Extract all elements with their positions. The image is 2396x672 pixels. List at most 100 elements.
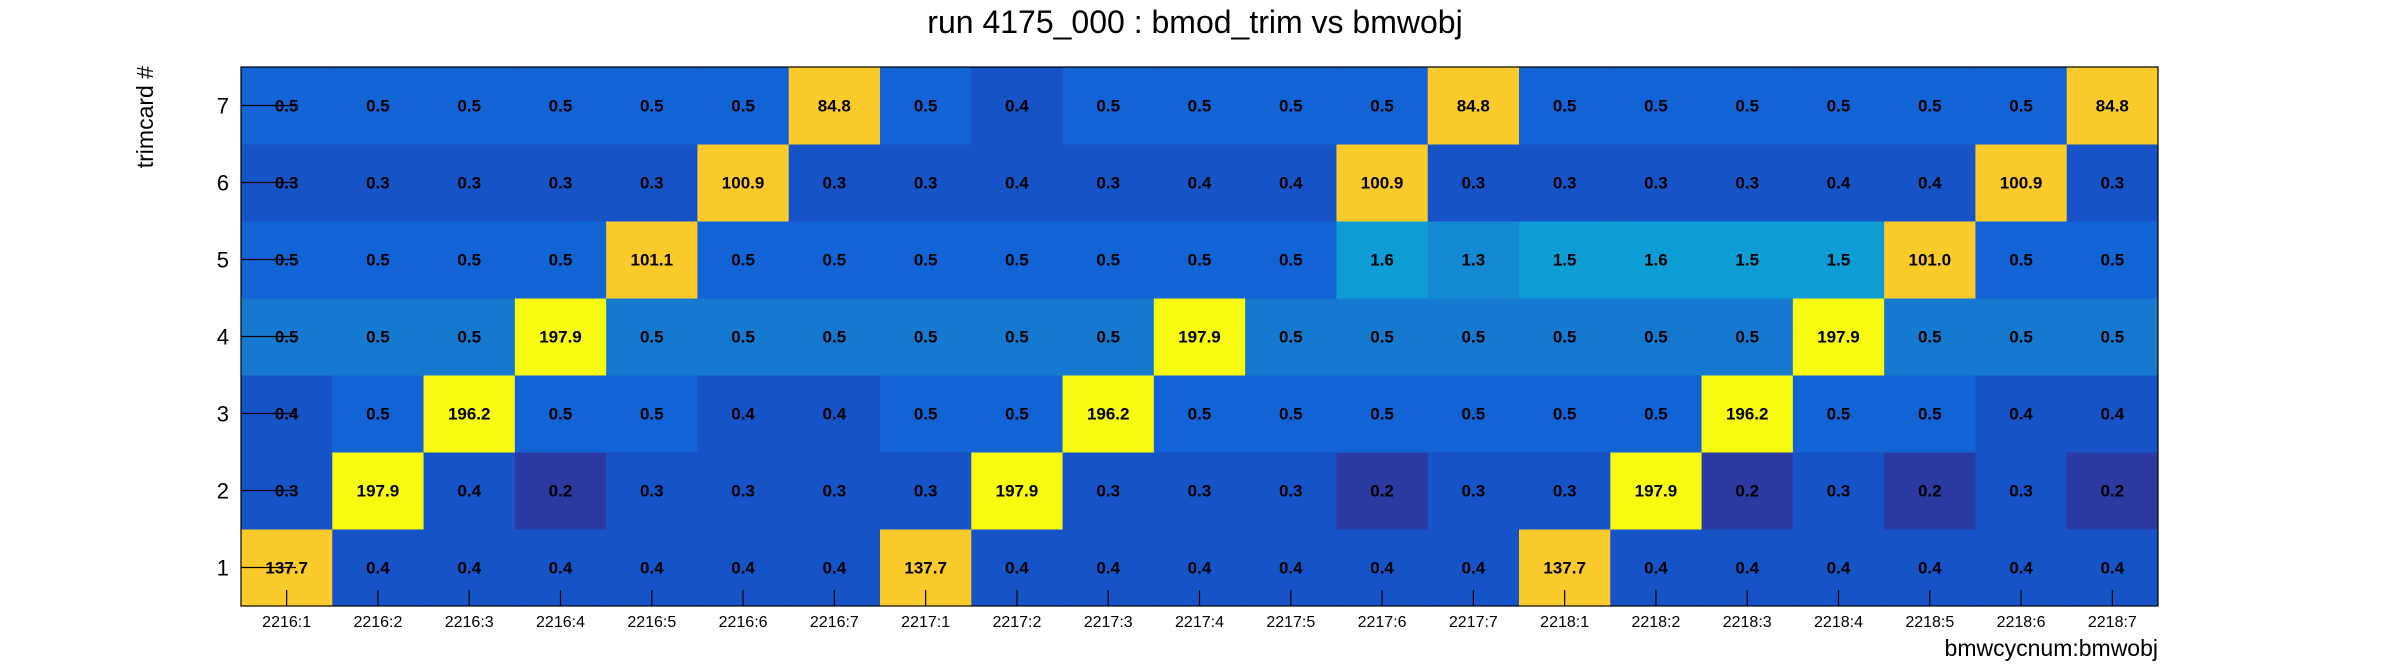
- heatmap-cell: [1701, 452, 1794, 530]
- heatmap-cell: [971, 221, 1064, 299]
- y-tick-label: 3: [217, 402, 229, 427]
- heatmap-cell: [1245, 67, 1337, 145]
- heatmap-cell: [1062, 375, 1155, 453]
- heatmap-cell: [1975, 67, 2068, 145]
- cell-value-label: 1.5: [1827, 251, 1851, 270]
- cell-value-label: 0.5: [1370, 405, 1394, 424]
- cell-value-label: 0.5: [1279, 251, 1303, 270]
- x-tick-label: 2218:5: [1905, 614, 1954, 631]
- heatmap-cell: [1519, 452, 1611, 530]
- heatmap-cell: [1336, 298, 1429, 376]
- cell-value-label: 0.5: [2101, 328, 2125, 347]
- heatmap-cell: [332, 452, 425, 530]
- cell-value-label: 0.5: [1827, 405, 1851, 424]
- heatmap-cell: [423, 67, 516, 145]
- heatmap-cell: [1792, 221, 1885, 299]
- cell-value-label: 0.5: [366, 405, 390, 424]
- cell-value-label: 0.3: [1279, 482, 1303, 501]
- heatmap-cell: [423, 375, 516, 453]
- cell-value-label: 0.4: [457, 559, 481, 578]
- cell-value-label: 0.3: [1462, 174, 1486, 193]
- heatmap-cell: [971, 298, 1064, 376]
- cell-value-label: 0.3: [2101, 174, 2125, 193]
- heatmap-cell: [1701, 67, 1794, 145]
- cell-value-label: 0.5: [1096, 97, 1120, 116]
- heatmap-cell: [1336, 221, 1429, 299]
- heatmap-cell: [2066, 144, 2159, 222]
- cell-value-label: 0.3: [823, 174, 847, 193]
- cell-value-label: 0.2: [1918, 482, 1942, 501]
- heatmap-cell: [1336, 375, 1429, 453]
- heatmap-cell: [1792, 67, 1885, 145]
- cell-value-label: 0.5: [1553, 405, 1577, 424]
- cell-value-label: 0.5: [731, 251, 755, 270]
- heatmap-cell: [1427, 221, 1520, 299]
- cell-value-label: 137.7: [1543, 559, 1586, 578]
- heatmap-cell: [880, 144, 972, 222]
- cell-value-label: 0.4: [2009, 405, 2033, 424]
- cell-value-label: 0.2: [1735, 482, 1759, 501]
- cell-value-label: 0.4: [1735, 559, 1759, 578]
- cell-value-label: 0.5: [1462, 405, 1486, 424]
- cell-value-label: 0.3: [1553, 174, 1577, 193]
- cell-value-label: 0.5: [823, 251, 847, 270]
- heatmap-cell: [1884, 452, 1976, 530]
- cell-value-label: 0.5: [640, 405, 664, 424]
- heatmap-cell: [1062, 452, 1155, 530]
- heatmap-cell: [1245, 452, 1337, 530]
- cell-value-label: 0.5: [1279, 405, 1303, 424]
- heatmap-cell: [880, 221, 972, 299]
- heatmap-cell: [788, 67, 881, 145]
- cell-value-label: 0.5: [914, 328, 938, 347]
- cell-value-label: 84.8: [2096, 97, 2129, 116]
- cell-value-label: 0.5: [1462, 328, 1486, 347]
- cell-value-label: 0.5: [1644, 328, 1668, 347]
- cell-value-label: 0.3: [914, 174, 938, 193]
- cell-value-label: 197.9: [1178, 328, 1221, 347]
- cell-value-label: 0.4: [1279, 559, 1303, 578]
- heatmap-cell: [1519, 67, 1611, 145]
- cell-value-label: 0.3: [1827, 482, 1851, 501]
- cell-value-label: 0.3: [823, 482, 847, 501]
- cell-value-label: 0.4: [1827, 559, 1851, 578]
- cell-value-label: 1.6: [1644, 251, 1668, 270]
- heatmap-cell: [1792, 298, 1885, 376]
- cell-value-label: 0.4: [1918, 174, 1942, 193]
- cell-value-label: 0.4: [1918, 559, 1942, 578]
- heatmap-cell: [423, 452, 516, 530]
- heatmap-cell: [697, 375, 790, 453]
- cell-value-label: 0.4: [1188, 174, 1212, 193]
- heatmap-cell: [1153, 144, 1246, 222]
- heatmap-cell: [2066, 67, 2159, 145]
- cell-value-label: 0.5: [1279, 328, 1303, 347]
- heatmap-cell: [1884, 144, 1976, 222]
- cell-value-label: 0.3: [1462, 482, 1486, 501]
- heatmap-cell: [1519, 221, 1611, 299]
- heatmap-cell: [1975, 144, 2068, 222]
- cell-value-label: 0.5: [366, 328, 390, 347]
- heatmap-cell: [1153, 375, 1246, 453]
- heatmap-cell: [1336, 67, 1429, 145]
- x-tick-label: 2217:6: [1358, 614, 1407, 631]
- cell-value-label: 0.3: [1096, 482, 1120, 501]
- cell-value-label: 0.5: [1370, 328, 1394, 347]
- cell-value-label: 1.5: [1735, 251, 1759, 270]
- heatmap-cell: [788, 375, 881, 453]
- cell-value-label: 0.4: [457, 482, 481, 501]
- heatmap-cell: [880, 452, 972, 530]
- cell-value-label: 0.5: [1644, 97, 1668, 116]
- heatmap-cell: [1610, 298, 1703, 376]
- heatmap-cell: [788, 144, 881, 222]
- heatmap-cell: [1610, 375, 1703, 453]
- cell-value-label: 0.5: [823, 328, 847, 347]
- y-tick-label: 4: [217, 325, 229, 350]
- x-tick-label: 2216:2: [353, 614, 402, 631]
- heatmap-cell: [332, 375, 425, 453]
- x-tick-label: 2217:7: [1449, 614, 1498, 631]
- heatmap-cell: [423, 298, 516, 376]
- y-axis-label: trimcard #: [132, 66, 158, 168]
- heatmap-cell: [514, 67, 607, 145]
- cell-value-label: 0.4: [1279, 174, 1303, 193]
- cell-value-label: 101.0: [1909, 251, 1952, 270]
- heatmap-cell: [606, 298, 698, 376]
